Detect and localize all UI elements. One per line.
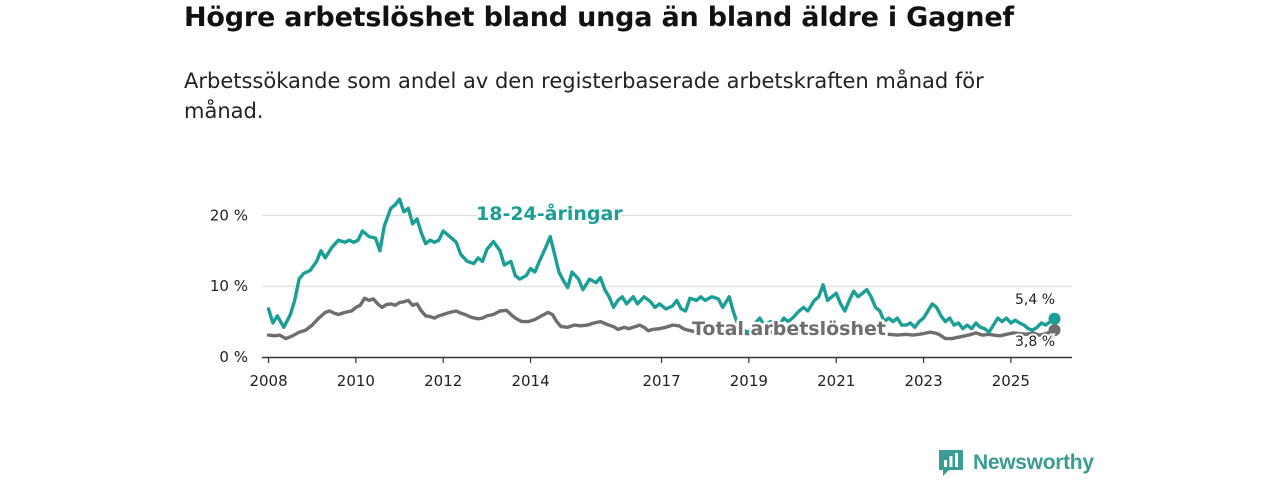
line-chart: 0 % 10 % 20 % 2008 2010 2012 2014 2017 2019 2021… <box>210 197 1072 390</box>
x-tick-label: 2017 <box>642 372 680 390</box>
x-tick-label: 2008 <box>249 372 287 390</box>
youth-series-line <box>266 197 1057 334</box>
x-tick-label: 2019 <box>730 372 768 390</box>
x-axis: 2008 2010 2012 2014 2017 2019 2021 2023 2025 <box>249 356 1072 390</box>
gridlines <box>262 214 1072 287</box>
y-tick-label: 0 % <box>219 348 248 366</box>
x-tick-label: 2021 <box>817 372 855 390</box>
brand-name: Newsworthy <box>973 451 1094 474</box>
total-end-value-label: 3,8 % <box>1015 334 1055 350</box>
series-labels: 18-24-åringar Total arbetslöshet 5,4 % 3,8 … <box>474 199 1058 353</box>
total-end-point <box>1048 324 1061 337</box>
total-series-label: Total arbetslöshet <box>692 318 886 340</box>
total-series-line <box>266 296 1057 341</box>
x-tick-label: 2014 <box>511 372 549 390</box>
youth-end-point <box>1048 312 1061 325</box>
y-axis-ticks: 0 % 10 % 20 % <box>210 206 248 366</box>
x-tick-label: 2010 <box>337 372 375 390</box>
newsworthy-brand: Newsworthy <box>937 448 1094 478</box>
chart-title: Högre arbetslöshet bland unga än bland ä… <box>184 2 1014 33</box>
x-tick-label: 2012 <box>424 372 462 390</box>
chart-subtitle: Arbetssökande som andel av den registerb… <box>184 69 984 123</box>
youth-series-label: 18-24-åringar <box>476 201 623 225</box>
x-tick-label: 2023 <box>904 372 942 390</box>
youth-end-value-label: 5,4 % <box>1015 292 1055 308</box>
y-tick-label: 10 % <box>210 277 248 295</box>
series-lines <box>266 197 1061 341</box>
bar-chart-logo-icon <box>939 450 963 476</box>
y-tick-label: 20 % <box>210 206 248 224</box>
x-tick-label: 2025 <box>992 372 1030 390</box>
